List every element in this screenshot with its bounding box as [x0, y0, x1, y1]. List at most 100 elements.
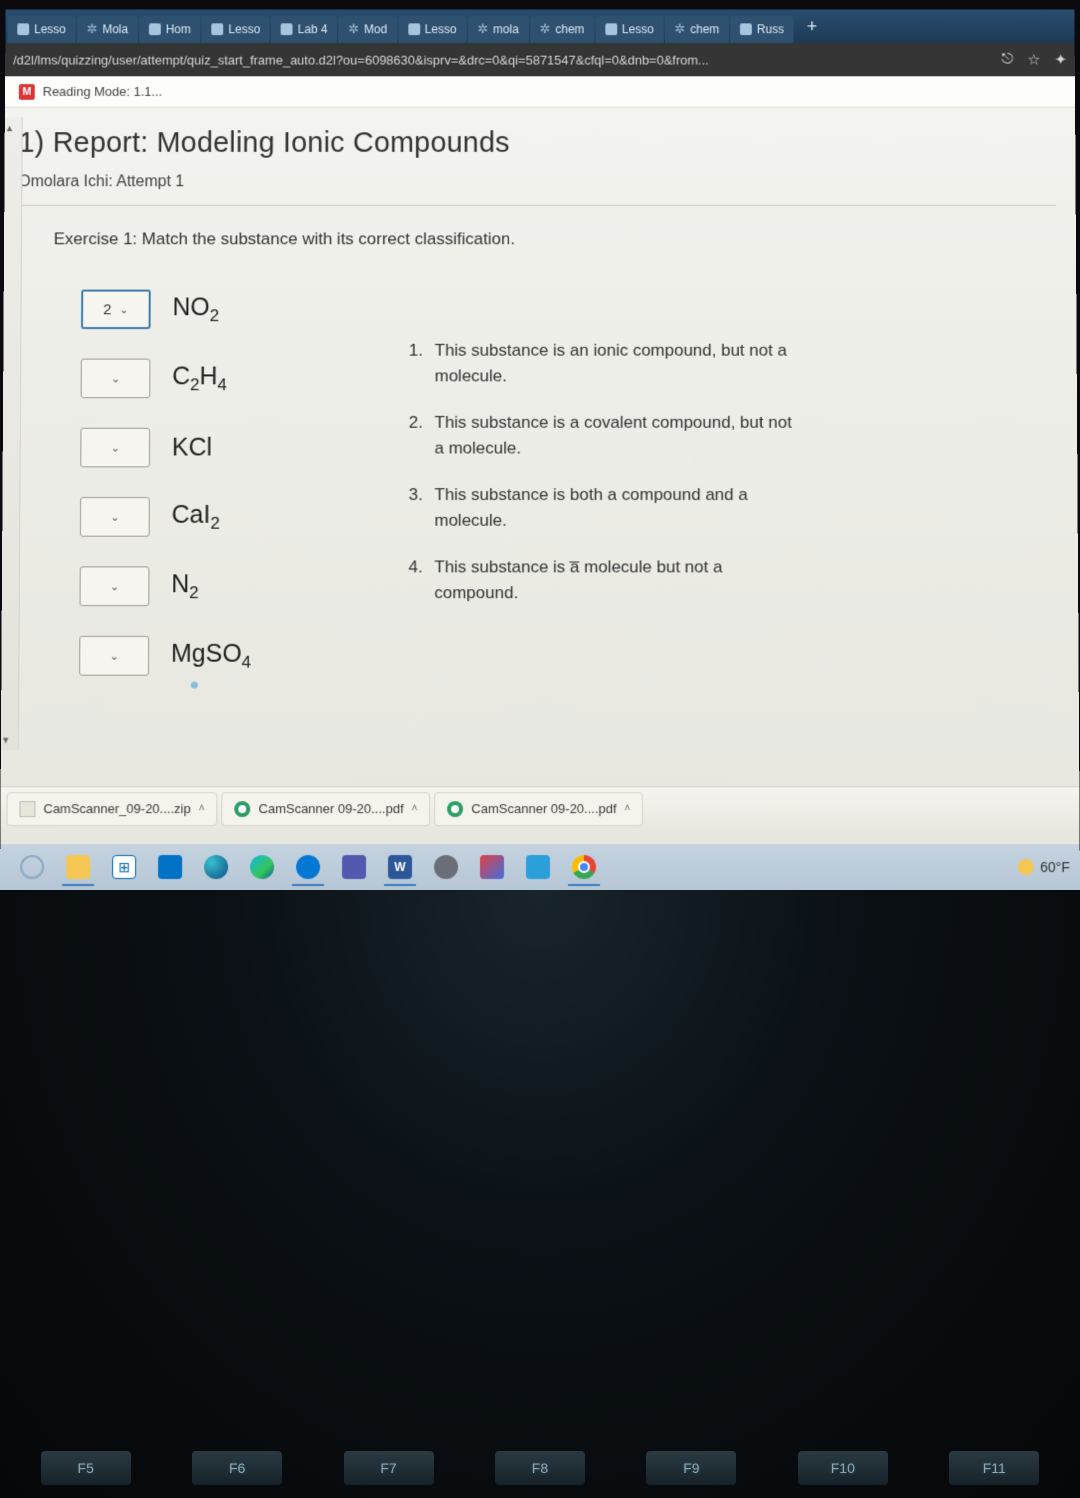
task-explorer[interactable]	[56, 848, 100, 886]
taskbar: ⊞ W 60°F	[0, 844, 1080, 890]
bookmark-favicon-icon: M	[19, 84, 35, 100]
browser-tab[interactable]: ✲Mola	[77, 16, 138, 43]
task-chrome[interactable]	[562, 848, 606, 886]
formula-label: CaI2	[172, 501, 220, 534]
task-snip[interactable]	[470, 848, 514, 886]
key-f10: F10	[798, 1451, 888, 1485]
matching-exercise: 2 ⌄ NO2 ⌄ C2H4 ⌄ KCl ⌄ CaI2	[9, 275, 1079, 691]
answer-select[interactable]: ⌄	[80, 497, 150, 537]
tab-label: Lesso	[622, 22, 654, 36]
weather-widget[interactable]: 60°F	[1018, 859, 1070, 875]
extension-icon[interactable]: ✦	[1054, 51, 1067, 69]
star-icon[interactable]: ☆	[1027, 51, 1040, 69]
browser-tab[interactable]: Hom	[139, 16, 201, 43]
task-word[interactable]: W	[378, 848, 422, 886]
tab-favicon-icon	[605, 23, 617, 35]
new-tab-button[interactable]: +	[795, 16, 829, 37]
task-mail[interactable]	[148, 848, 192, 886]
tab-label: Lesso	[34, 22, 66, 36]
laptop-base: F5 F6 F7 F8 F9 F10 F11	[0, 890, 1080, 1498]
browser-tab[interactable]: ✲mola	[467, 16, 528, 43]
scroll-down-icon[interactable]: ▾	[3, 733, 9, 746]
browser-tab[interactable]: Lesso	[7, 16, 76, 43]
tab-label: Lab 4	[298, 22, 328, 36]
key-f6: F6	[192, 1451, 282, 1485]
download-item[interactable]: CamScanner 09-20....pdf ˄	[222, 792, 431, 826]
def-text: This substance is both a compound and a …	[434, 482, 793, 533]
sun-icon	[1018, 859, 1034, 875]
url-text: /d2l/lms/quizzing/user/attempt/quiz_star…	[13, 52, 709, 67]
task-edge3[interactable]	[286, 848, 330, 886]
download-name: CamScanner 09-20....pdf	[259, 801, 404, 816]
download-name: CamScanner 09-20....pdf	[471, 801, 616, 816]
exercise-prompt: Exercise 1: Match the substance with its…	[54, 230, 1076, 250]
formula-label: C2H4	[172, 362, 227, 395]
tab-favicon-icon	[281, 23, 293, 35]
task-settings[interactable]	[424, 848, 468, 886]
task-edge2[interactable]	[240, 848, 284, 886]
chevron-up-icon[interactable]: ˄	[199, 803, 205, 814]
scroll-up-icon[interactable]: ▴	[7, 121, 13, 134]
answer-select[interactable]: ⌄	[81, 359, 151, 399]
tab-favicon-icon	[17, 23, 29, 35]
browser-tab[interactable]: ✲ Mod	[338, 16, 397, 43]
address-bar[interactable]: /d2l/lms/quizzing/user/attempt/quiz_star…	[5, 43, 1075, 76]
task-camera[interactable]	[516, 848, 560, 886]
browser-tab[interactable]: ✲chem	[530, 16, 595, 43]
snip-icon	[480, 855, 504, 879]
key-f5: F5	[41, 1451, 131, 1485]
answer-select[interactable]: ⌄	[80, 566, 150, 606]
formula-label: N2	[171, 570, 199, 603]
task-store[interactable]: ⊞	[102, 848, 146, 886]
key-f7: F7	[344, 1451, 434, 1485]
tab-label: Lesso	[425, 22, 457, 36]
tab-label: chem	[555, 22, 584, 36]
download-name: CamScanner_09-20....zip	[43, 801, 190, 816]
tab-label: mola	[493, 22, 519, 36]
definition-item: 1.This substance is an ionic compound, b…	[409, 338, 1077, 388]
answer-select[interactable]: 2 ⌄	[81, 290, 151, 329]
chevron-down-icon: ⌄	[110, 649, 119, 662]
browser-tabstrip: Lesso ✲Mola Hom Lesso Lab 4 ✲ Mod Lesso ✲…	[5, 10, 1074, 43]
folder-icon	[66, 855, 90, 879]
def-text: This substance is a covalent compound, b…	[435, 410, 793, 460]
bookmark-label[interactable]: Reading Mode: 1.1...	[43, 84, 163, 99]
edge-icon	[204, 855, 228, 879]
tab-label: Russ	[757, 22, 784, 36]
match-row: ⌄ C2H4	[81, 344, 409, 413]
chevron-down-icon: ⌄	[119, 303, 128, 316]
bookmarks-bar: M Reading Mode: 1.1...	[5, 76, 1075, 107]
task-edge[interactable]	[194, 848, 238, 886]
chevron-up-icon[interactable]: ˄	[625, 803, 631, 814]
browser-tab[interactable]: Lab 4	[271, 16, 337, 43]
share-icon[interactable]: ⎋	[1002, 51, 1014, 69]
answer-select[interactable]: ⌄	[79, 636, 149, 676]
browser-tab[interactable]: ✲chem	[665, 16, 730, 43]
browser-tab[interactable]: Lesso	[202, 16, 270, 43]
task-cortana[interactable]	[10, 848, 54, 886]
definition-item: 2.This substance is a covalent compound,…	[409, 410, 1078, 460]
cortana-icon	[20, 855, 44, 879]
task-teams[interactable]	[332, 848, 376, 886]
left-scrollbar[interactable]: ▴ ▾	[1, 117, 23, 750]
edge-icon	[296, 855, 320, 879]
download-item[interactable]: CamScanner 09-20....pdf ˄	[434, 792, 643, 826]
browser-tab[interactable]: Lesso	[595, 16, 663, 43]
pdf-icon	[447, 801, 463, 817]
formula-label: NO2	[172, 293, 219, 326]
chevron-up-icon[interactable]: ˄	[412, 803, 418, 814]
def-num: 4.	[408, 555, 434, 606]
browser-tab[interactable]: Lesso	[398, 16, 466, 43]
definition-item: 4.This substance is a̅ molecule but not …	[408, 555, 1078, 606]
tab-favicon-icon: ✲	[348, 21, 359, 37]
select-value: 2	[103, 301, 111, 318]
def-num: 3.	[409, 482, 435, 533]
download-item[interactable]: CamScanner_09-20....zip ˄	[6, 792, 217, 826]
mail-icon	[158, 855, 182, 879]
answer-select[interactable]: ⌄	[80, 428, 150, 468]
pdf-icon	[235, 801, 251, 817]
chrome-icon	[572, 855, 596, 879]
zip-icon	[19, 801, 35, 817]
browser-tab[interactable]: Russ	[730, 16, 794, 43]
tab-label: Mod	[364, 22, 387, 36]
